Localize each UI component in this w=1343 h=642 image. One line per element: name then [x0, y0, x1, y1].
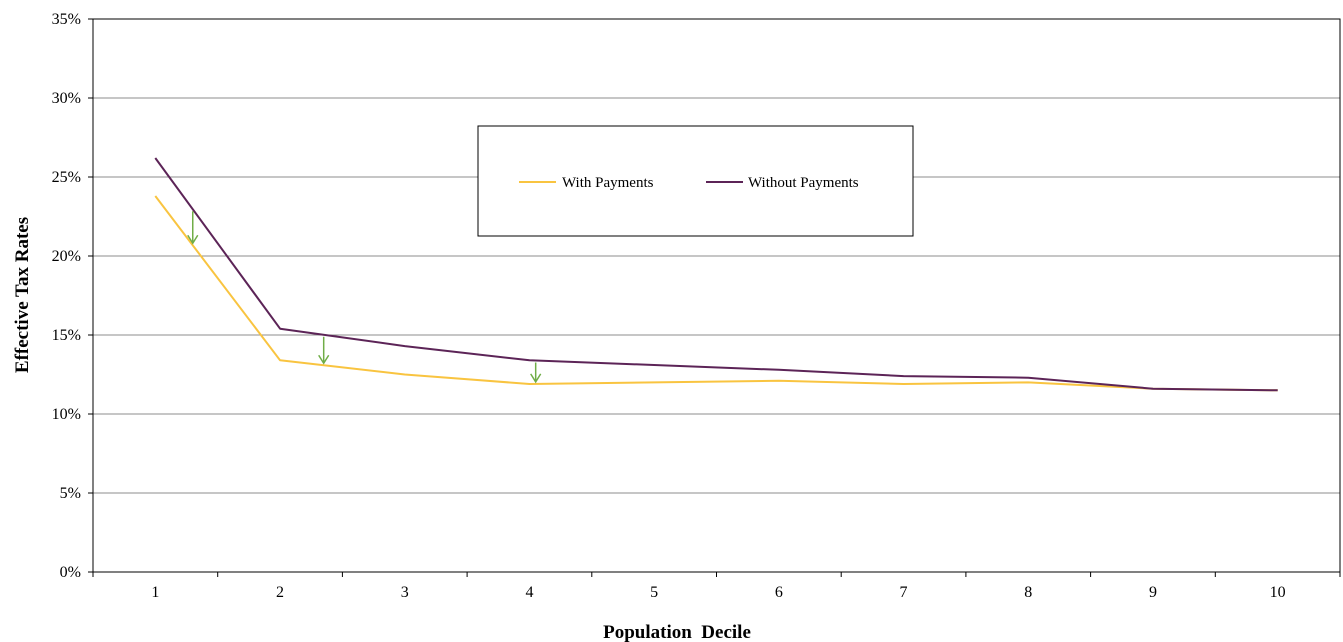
plot-area-border — [92, 18, 1341, 573]
down-arrow — [318, 336, 330, 365]
arrow-head — [187, 234, 199, 245]
x-tick-label: 8 — [1024, 584, 1032, 601]
annotation-arrows — [187, 211, 542, 384]
legend-label-without-payments: Without Payments — [748, 175, 859, 191]
series-line-with-payments — [154, 195, 1278, 392]
y-tick-label: 10% — [52, 406, 81, 423]
x-axis-title: Population Decile — [603, 622, 751, 642]
x-tick-label: 10 — [1270, 584, 1286, 601]
x-axis: 1 2 3 4 5 6 7 8 9 10 — [92, 572, 1341, 601]
x-tick-label: 1 — [151, 584, 159, 601]
y-tick-label: 25% — [52, 169, 81, 186]
legend: With Payments Without Payments — [477, 125, 914, 237]
legend-label-with-payments: With Payments — [562, 175, 654, 191]
arrow-head — [530, 373, 542, 384]
x-tick-label: 4 — [525, 584, 533, 601]
down-arrow — [187, 211, 199, 245]
series-lines — [154, 157, 1278, 392]
y-tick-label: 30% — [52, 90, 81, 107]
y-tick-label: 5% — [60, 485, 81, 502]
y-tick-label: 15% — [52, 327, 81, 344]
y-tick-label: 0% — [60, 564, 81, 581]
x-tick-label: 9 — [1149, 584, 1157, 601]
x-tick-label: 6 — [775, 584, 783, 601]
y-tick-label: 35% — [52, 11, 81, 28]
arrow-head — [318, 354, 330, 365]
series-line-without-payments — [154, 157, 1278, 392]
x-tick-label: 5 — [650, 584, 658, 601]
down-arrow — [530, 362, 542, 384]
x-tick-label: 3 — [401, 584, 409, 601]
y-axis-title: Effective Tax Rates — [12, 217, 33, 373]
y-tick-label: 20% — [52, 248, 81, 265]
y-axis: 0% 5% 10% 15% 20% 25% 30% 35% — [52, 11, 93, 581]
x-tick-label: 2 — [276, 584, 284, 601]
x-tick-label: 7 — [900, 584, 908, 601]
